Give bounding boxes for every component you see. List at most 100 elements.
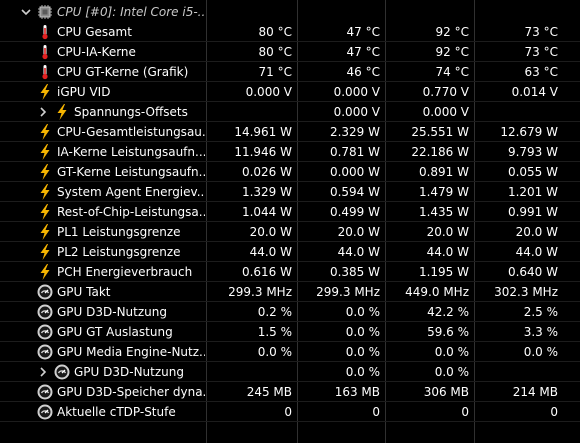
gauge-icon: [37, 404, 53, 420]
gauge-icon: [54, 364, 70, 380]
chevron-right-icon[interactable]: [37, 364, 49, 380]
min-value: 0.781 W: [329, 145, 380, 159]
sensor-row-cpu-gt-kerne[interactable]: CPU GT-Kerne (Grafik) 71 °C 46 °C 74 °C 63 °…: [0, 62, 580, 82]
min-value: 44.0 W: [337, 245, 380, 259]
avg-value: 63 °C: [524, 65, 558, 79]
avg-value: 73 °C: [524, 45, 558, 59]
sensor-row-spannungs-offsets[interactable]: Spannungs-Offsets 0.000 V 0.000 V: [0, 102, 580, 122]
sensor-label: IA-Kerne Leistungsaufn...: [57, 145, 205, 159]
avg-value: 0.014 V: [511, 85, 558, 99]
max-value: 0.770 V: [422, 85, 469, 99]
gauge-icon: [37, 384, 53, 400]
lightning-icon: [40, 244, 50, 260]
thermometer-icon: [42, 65, 48, 80]
gauge-icon: [37, 344, 53, 360]
sensor-row-pl1-leistungsgrenze[interactable]: PL1 Leistungsgrenze 20.0 W 20.0 W 20.0 W 20.…: [0, 222, 580, 242]
lightning-icon: [40, 264, 50, 280]
row-divider: [0, 101, 580, 102]
sensor-label: Aktuelle cTDP-Stufe: [57, 405, 176, 419]
sensor-row-pl2-leistungsgrenze[interactable]: PL2 Leistungsgrenze 44.0 W 44.0 W 44.0 W 44.…: [0, 242, 580, 262]
chevron-down-icon[interactable]: [20, 4, 32, 20]
max-value: 0.0 %: [434, 345, 469, 359]
sensor-row-gpu-gt-auslastung[interactable]: GPU GT Auslastung 1.5 % 0.0 % 59.6 % 3.3 %: [0, 322, 580, 342]
avg-value: 1.201 W: [507, 185, 558, 199]
sensor-row-gpu-d3d-nutzung[interactable]: GPU D3D-Nutzung 0.2 % 0.0 % 42.2 % 2.5 %: [0, 302, 580, 322]
min-value: 0.0 %: [345, 325, 380, 339]
chevron-right-icon[interactable]: [37, 104, 49, 120]
avg-value: 20.0 W: [515, 225, 558, 239]
thermometer-icon: [42, 45, 48, 60]
sensor-row-gpu-d3d-speicher[interactable]: GPU D3D-Speicher dyna... 245 MB 163 MB 306 …: [0, 382, 580, 402]
max-value: 44.0 W: [426, 245, 469, 259]
row-divider: [0, 261, 580, 262]
sensor-row-cpu-ia-kerne[interactable]: CPU-IA-Kerne 80 °C 47 °C 92 °C 73 °C: [0, 42, 580, 62]
avg-value: 214 MB: [512, 385, 558, 399]
sensor-row-igpu-vid[interactable]: iGPU VID 0.000 V 0.000 V 0.770 V 0.014 V: [0, 82, 580, 102]
sensor-label: Rest-of-Chip-Leistungsa...: [57, 205, 205, 219]
current-value: 0: [284, 405, 292, 419]
max-value: 92 °C: [435, 45, 469, 59]
avg-value: 0.055 W: [507, 165, 558, 179]
row-divider: [0, 161, 580, 162]
sensor-label: iGPU VID: [57, 85, 111, 99]
row-divider: [0, 181, 580, 182]
avg-value: 0.0 %: [523, 345, 558, 359]
min-value: 47 °C: [346, 45, 380, 59]
current-value: 20.0 W: [249, 225, 292, 239]
sensor-label: GPU D3D-Speicher dyna...: [57, 385, 205, 399]
current-value: [207, 102, 292, 122]
max-value: 0.891 W: [418, 165, 469, 179]
max-value: 0.0 %: [434, 365, 469, 379]
avg-value: 73 °C: [524, 25, 558, 39]
min-value: 0.000 V: [333, 85, 380, 99]
sensor-row-system-agent-energie[interactable]: System Agent Energiev... 1.329 W 0.594 W 1.…: [0, 182, 580, 202]
sensor-row-cpu-gesamt[interactable]: CPU Gesamt 80 °C 47 °C 92 °C 73 °C: [0, 22, 580, 42]
lightning-icon: [40, 164, 50, 180]
lightning-icon: [40, 84, 50, 100]
avg-value: [475, 102, 558, 122]
sensor-label: GT-Kerne Leistungsaufn...: [57, 165, 205, 179]
sensor-row-ia-kerne-leistung[interactable]: IA-Kerne Leistungsaufn... 11.946 W 0.781 W…: [0, 142, 580, 162]
sensor-row-aktuelle-ctdp-stufe[interactable]: Aktuelle cTDP-Stufe 0 0 0 0: [0, 402, 580, 422]
current-value: 1.5 %: [257, 325, 292, 339]
sensor-label: CPU GT-Kerne (Grafik): [57, 65, 189, 79]
sensor-row-rest-of-chip-leistung[interactable]: Rest-of-Chip-Leistungsa... 1.044 W 0.499 W…: [0, 202, 580, 222]
avg-value: 12.679 W: [500, 125, 558, 139]
row-divider: [0, 201, 580, 202]
sensor-row-gpu-d3d-nutzung-sub[interactable]: GPU D3D-Nutzung 0.0 % 0.0 %: [0, 362, 580, 382]
sensor-row-gpu-media-engine[interactable]: GPU Media Engine-Nutz... 0.0 % 0.0 % 0.0 % 0…: [0, 342, 580, 362]
row-divider: [0, 341, 580, 342]
lightning-icon: [40, 124, 50, 140]
gauge-icon: [37, 324, 53, 340]
current-value: 0.000 V: [245, 85, 292, 99]
sensor-row-pch-energieverbrauch[interactable]: PCH Energieverbrauch 0.616 W 0.385 W 1.195 …: [0, 262, 580, 282]
sensor-row-gt-kerne-leistung[interactable]: GT-Kerne Leistungsaufn... 0.026 W 0.000 W 0…: [0, 162, 580, 182]
current-value: 14.961 W: [234, 125, 292, 139]
avg-value: 0.991 W: [507, 205, 558, 219]
sensor-label: PL2 Leistungsgrenze: [57, 245, 181, 259]
lightning-icon: [40, 144, 50, 160]
row-divider: [0, 81, 580, 82]
row-divider: [0, 321, 580, 322]
min-value: 0.594 W: [329, 185, 380, 199]
sensor-row-gpu-takt[interactable]: GPU Takt 299.3 MHz 299.3 MHz 449.0 MHz 302.3…: [0, 282, 580, 302]
current-value: 0.0 %: [257, 345, 292, 359]
thermometer-icon: [42, 25, 48, 40]
sensor-label: CPU Gesamt: [57, 25, 132, 39]
max-value: 0: [461, 405, 469, 419]
sensor-row-cpu-gesamtleistung[interactable]: CPU-Gesamtleistungsau... 14.961 W 2.329 W 2…: [0, 122, 580, 142]
sensor-label: PCH Energieverbrauch: [57, 265, 193, 279]
gauge-icon: [37, 304, 53, 320]
sensor-label: GPU GT Auslastung: [57, 325, 173, 339]
max-value: 59.6 %: [427, 325, 469, 339]
max-value: 92 °C: [435, 25, 469, 39]
sensor-group-header[interactable]: CPU [#0]: Intel Core i5-...: [0, 2, 580, 22]
current-value: 245 MB: [246, 385, 292, 399]
min-value: 0.499 W: [329, 205, 380, 219]
row-divider: [0, 121, 580, 122]
cpu-chip-icon: [38, 5, 52, 19]
lightning-icon: [40, 184, 50, 200]
row-divider: [0, 141, 580, 142]
max-value: 0.000 V: [422, 105, 469, 119]
max-value: 1.195 W: [418, 265, 469, 279]
